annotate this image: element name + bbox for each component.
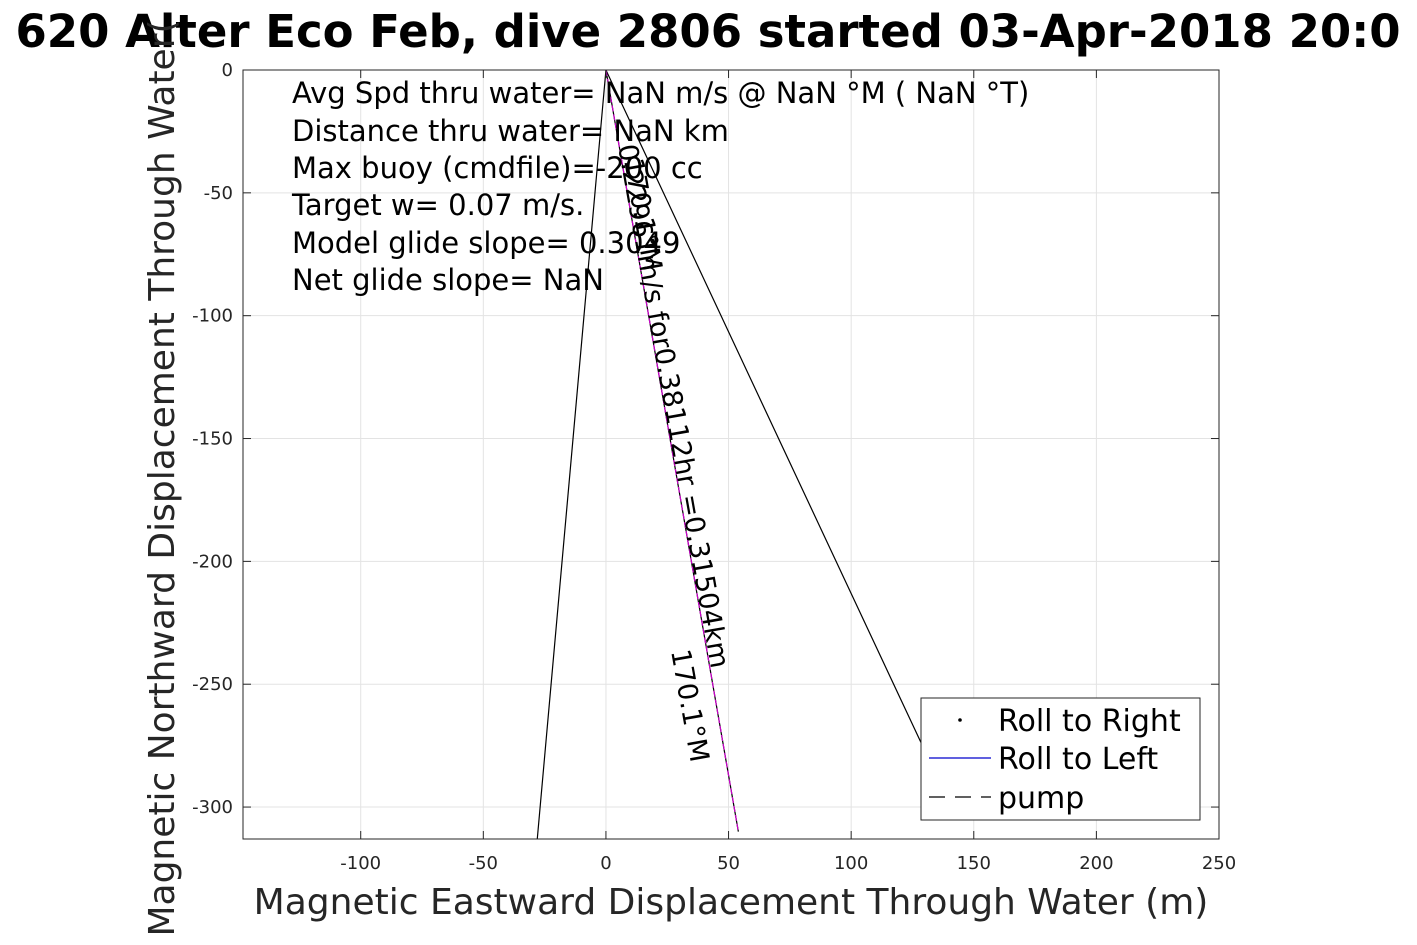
- chart-title: 620 Alter Eco Feb, dive 2806 started 03-…: [15, 5, 1400, 58]
- y-axis-label: Magnetic Northward Displacement Through …: [142, 19, 183, 936]
- axis-ticks: -100 -50 0 50 100 150 200 250 0 -50 -100 -150 -200 -2…: [192, 60, 1236, 874]
- x-tick-label: 250: [1202, 853, 1236, 874]
- x-tick-label: -100: [340, 853, 381, 874]
- x-tick-label: 150: [957, 853, 991, 874]
- legend-label-roll-right: Roll to Right: [998, 704, 1181, 739]
- info-avg-speed: Avg Spd thru water= NaN m/s @ NaN °M ( N…: [292, 76, 1029, 110]
- y-tick-label: -300: [192, 797, 233, 818]
- y-tick-label: -200: [192, 551, 233, 572]
- x-tick-label: 100: [834, 853, 868, 874]
- x-tick-label: -50: [469, 853, 498, 874]
- plot-area-border: [242, 69, 1220, 840]
- y-tick-label: -100: [192, 306, 233, 327]
- legend-box: [920, 697, 1201, 821]
- y-tick-label: 0: [222, 60, 233, 81]
- track-line-3: [605, 69, 739, 832]
- legend-marker-roll-right: [958, 718, 962, 722]
- x-axis-label: Magnetic Eastward Displacement Through W…: [254, 882, 1209, 923]
- track-lines: [536, 69, 926, 840]
- track-line-1: [605, 69, 926, 751]
- legend: Roll to Right Roll to Left pump: [920, 697, 1201, 821]
- info-box: Avg Spd thru water= NaN m/s @ NaN °M ( N…: [291, 76, 1029, 297]
- track-line-0: [536, 69, 607, 840]
- x-tick-label: 50: [717, 853, 740, 874]
- info-model-glide-slope: Model glide slope= 0.3049: [292, 226, 680, 260]
- legend-label-pump: pump: [998, 781, 1084, 816]
- info-max-buoy: Max buoy (cmdfile)=-200 cc: [292, 151, 703, 185]
- info-distance: Distance thru water= NaN km: [292, 114, 729, 148]
- x-tick-label: 200: [1079, 853, 1113, 874]
- y-tick-label: -250: [192, 674, 233, 695]
- y-tick-label: -50: [204, 183, 233, 204]
- y-tick-label: -150: [192, 429, 233, 450]
- info-target-w: Target w= 0.07 m/s.: [291, 188, 584, 222]
- legend-label-roll-left: Roll to Left: [998, 742, 1158, 777]
- info-net-glide-slope: Net glide slope= NaN: [292, 263, 604, 297]
- x-tick-label: 0: [600, 853, 611, 874]
